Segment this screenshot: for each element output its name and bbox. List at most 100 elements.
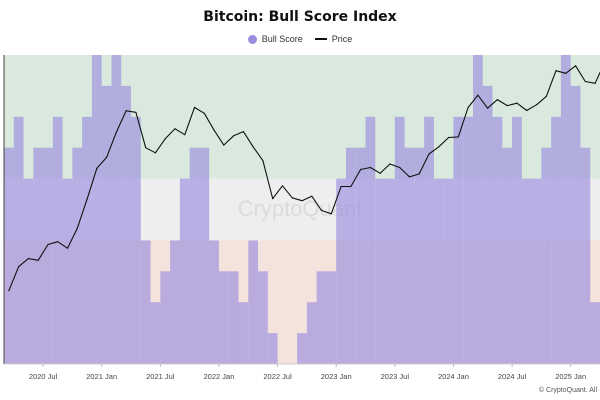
bull-score-bar <box>62 178 73 364</box>
bull-score-bar <box>209 240 219 364</box>
price-point <box>584 80 586 83</box>
price-point <box>27 257 30 260</box>
bull-score-bar <box>13 116 24 364</box>
bull-score-bar <box>482 85 493 365</box>
price-point <box>389 163 391 165</box>
bull-score-bar <box>23 178 34 364</box>
price-point <box>281 185 284 187</box>
price-point <box>105 156 108 158</box>
bull-score-bar <box>33 147 44 364</box>
bull-score-bar <box>355 147 366 364</box>
bull-score-bar <box>375 178 386 364</box>
bull-score-bar <box>179 178 190 364</box>
price-point <box>350 185 352 188</box>
bull-score-bar <box>150 302 161 364</box>
bull-score-bar <box>199 147 210 364</box>
price-point <box>574 65 577 67</box>
price-point <box>320 209 323 212</box>
x-tick-label: 2025 Jan <box>555 372 586 381</box>
bull-score-bar <box>531 178 542 364</box>
price-point <box>213 129 215 131</box>
price-point <box>535 104 538 106</box>
bull-score-bar <box>267 333 278 364</box>
price-point <box>447 136 450 139</box>
bull-score-bar <box>580 147 591 364</box>
bull-score-bar <box>443 178 454 364</box>
price-point <box>526 109 528 112</box>
bull-score-bar <box>414 147 425 364</box>
price-point <box>594 82 596 84</box>
bull-score-bar <box>101 85 112 365</box>
legend-swatch-bull-score <box>247 34 257 44</box>
price-point <box>272 198 274 200</box>
price-point <box>360 168 362 171</box>
bull-score-bar <box>336 178 346 364</box>
price-point <box>18 266 20 268</box>
price-point <box>330 213 332 215</box>
price-point <box>311 195 313 197</box>
bull-score-bar <box>463 116 473 364</box>
price-point <box>555 70 557 72</box>
bull-score-bar <box>560 55 571 364</box>
price-point <box>135 111 137 113</box>
price-point <box>8 289 10 292</box>
bull-score-bar <box>590 302 600 364</box>
price-point <box>154 152 157 154</box>
bull-score-bar <box>453 116 464 364</box>
price-point <box>223 144 225 146</box>
price-point <box>399 166 401 169</box>
bull-score-bar <box>365 116 376 364</box>
bull-score-bar <box>404 147 415 364</box>
price-point <box>203 112 205 114</box>
price-line <box>8 65 600 291</box>
x-tick-label: 2024 Jan <box>438 372 469 381</box>
price-point <box>565 72 567 74</box>
bull-score-bar <box>238 302 249 364</box>
bull-score-bar <box>394 116 405 364</box>
bull-score-bar <box>248 240 259 364</box>
bull-score-bar <box>121 85 132 365</box>
bull-score-bar <box>551 116 561 364</box>
bull-score-bar <box>424 116 434 364</box>
price-point <box>174 128 176 130</box>
bull-score-bar <box>502 147 513 364</box>
bull-score-bar <box>228 271 239 364</box>
price-point <box>428 153 430 155</box>
legend-item-bull-score[interactable]: Bull Score <box>247 34 303 44</box>
bull-score-bar <box>512 116 522 364</box>
price-point <box>252 146 254 148</box>
x-tick-label: 2023 Jul <box>381 372 410 381</box>
bull-score-bar <box>433 178 444 364</box>
price-point <box>184 134 186 136</box>
price-point <box>86 198 88 201</box>
price-point <box>418 173 420 175</box>
bull-score-bar <box>111 55 122 364</box>
x-tick-label: 2024 Jul <box>498 372 527 381</box>
price-point <box>487 107 489 109</box>
bull-score-bar <box>140 240 151 364</box>
price-point <box>47 243 49 246</box>
price-point <box>369 166 371 169</box>
price-point <box>291 197 293 199</box>
bull-score-bar <box>306 302 317 364</box>
price-point <box>506 104 508 107</box>
legend: Bull Score Price <box>0 34 600 44</box>
bull-score-bar <box>218 271 229 364</box>
bull-score-bar <box>170 240 180 364</box>
x-tick-label: 2022 Jan <box>204 372 235 381</box>
price-point <box>545 95 547 98</box>
price-point <box>408 176 411 178</box>
credit-text: © CryptoQuant. All <box>538 387 597 394</box>
price-point <box>96 167 98 169</box>
price-point <box>457 136 459 138</box>
bull-score-bar <box>326 271 337 364</box>
x-tick-label: 2021 Jan <box>86 372 117 381</box>
x-tick-label: 2023 Jan <box>321 372 352 381</box>
price-point <box>301 200 303 202</box>
x-tick-label: 2021 Jul <box>146 372 175 381</box>
price-point <box>164 138 166 140</box>
price-point <box>37 259 39 261</box>
legend-item-price[interactable]: Price <box>314 34 352 44</box>
bull-score-bar <box>472 55 483 364</box>
price-point <box>477 94 479 96</box>
